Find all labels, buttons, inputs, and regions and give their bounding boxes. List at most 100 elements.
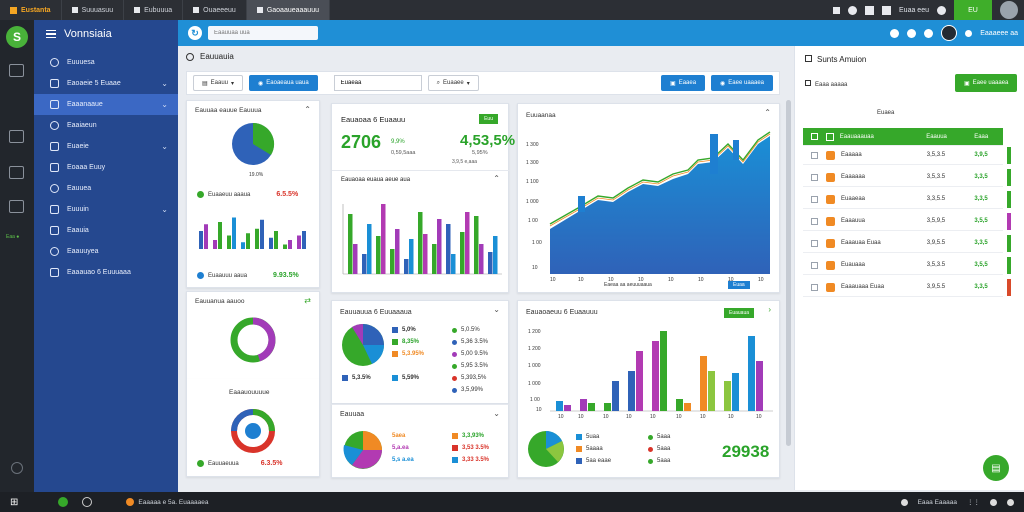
chat-fab[interactable]: ▤: [983, 455, 1009, 481]
notification-icon[interactable]: [1007, 498, 1014, 506]
next-icon[interactable]: ›: [768, 305, 771, 314]
bar-chart: [342, 204, 502, 275]
card-badge[interactable]: Euaa: [728, 281, 750, 289]
user-name[interactable]: Euaa eeu: [899, 6, 929, 14]
card-badge[interactable]: Euauaua: [724, 308, 755, 318]
chevron-down-icon: ⌄: [161, 79, 168, 88]
sidebar-item-7[interactable]: Euuuin ⌄: [34, 199, 178, 220]
logo-icon[interactable]: S: [6, 26, 28, 48]
clock-icon[interactable]: [990, 498, 997, 506]
clock-icon[interactable]: [890, 28, 900, 38]
collapse-icon[interactable]: ⌃: [304, 105, 311, 114]
grid-icon[interactable]: [865, 5, 875, 15]
svg-text:10: 10: [608, 277, 614, 283]
panel-select[interactable]: Eaaa aaaaa: [805, 80, 847, 88]
search-input[interactable]: [208, 26, 318, 40]
row-checkbox[interactable]: [811, 261, 818, 269]
refresh-icon[interactable]: ↻: [188, 26, 202, 40]
value-row: 3,53 3.5%: [452, 445, 489, 451]
row-checkbox[interactable]: [811, 173, 818, 181]
topbar-right-label[interactable]: Eaaaeee aa: [980, 29, 1018, 37]
collapse-icon[interactable]: ⌃: [493, 174, 500, 183]
document-icon[interactable]: [9, 166, 24, 179]
card-title: Eauaoaa 6 Euaauu: [341, 115, 406, 124]
search-select[interactable]: ⌕ Euaaee ▾: [427, 75, 479, 91]
bell-icon[interactable]: [907, 28, 917, 38]
tools-icon[interactable]: [9, 98, 24, 111]
card-title: Eaaauouuuue: [229, 389, 270, 396]
table-row[interactable]: Eaaauua 3,5,9,5 3,5,5: [803, 212, 1011, 231]
calendar-icon[interactable]: [9, 200, 24, 213]
table-row[interactable]: Eaaaaaa 3,5,3.5 3,3,5: [803, 168, 1011, 187]
tab-app[interactable]: Eustanta: [0, 0, 62, 20]
chat-icon[interactable]: [82, 497, 93, 507]
bar-group: [199, 217, 306, 249]
tab-3[interactable]: Eubuuua: [124, 0, 184, 20]
bar: [302, 231, 306, 249]
row-checkbox[interactable]: [811, 239, 818, 247]
table-row[interactable]: Eaaaaa 3,5,3.5 3,9,5: [803, 146, 1011, 165]
avatar[interactable]: [1000, 1, 1018, 19]
sidebar-item-8[interactable]: Eaauia: [34, 220, 178, 241]
table-row[interactable]: Eaaauaaa Euaa 3,9,5.5 3,3,5: [803, 278, 1011, 297]
legend-dot-icon: [648, 434, 653, 440]
chevron-down-icon: ▾: [231, 80, 235, 87]
user-avatar[interactable]: [941, 25, 958, 41]
sidebar-item-1[interactable]: Eaoaeie 5 Euaae ⌄: [34, 73, 178, 94]
primary-action-button[interactable]: ◉ Eaoaeaua uaua: [249, 75, 318, 91]
svg-text:10: 10: [728, 277, 734, 283]
settings-icon[interactable]: [965, 29, 973, 37]
bar: [604, 403, 611, 411]
export-button[interactable]: ▣ Eaaea: [661, 75, 706, 91]
sidebar-item-0[interactable]: Euuuesa: [34, 52, 178, 73]
card-title: Eauuaa eauue Eauuua: [195, 107, 262, 114]
card-badge[interactable]: Euu: [479, 114, 498, 124]
sidebar-item-10[interactable]: Eaaauao 6 Euuuaaa: [34, 262, 178, 283]
home-icon[interactable]: [9, 64, 24, 77]
tab-4[interactable]: Ouaeeeuu: [183, 0, 247, 20]
sidebar-item-6[interactable]: Eauuea: [34, 178, 178, 199]
filter-input[interactable]: [333, 75, 422, 91]
globe-icon[interactable]: [937, 5, 946, 15]
sidebar-item-9[interactable]: Eaauuyea: [34, 241, 178, 262]
sidebar-item-5[interactable]: Eoaaa Euuy: [34, 157, 178, 178]
status-icon[interactable]: [900, 498, 908, 506]
panel-action-button[interactable]: ▣ Eaee uaaaea: [955, 74, 1018, 92]
row-checkbox[interactable]: [811, 151, 818, 159]
language-flag[interactable]: EU: [954, 0, 992, 20]
settings-icon[interactable]: [848, 5, 858, 15]
chevron-down-icon[interactable]: ⌄: [493, 305, 500, 314]
collapse-icon[interactable]: ⌃: [764, 108, 771, 117]
row-checkbox[interactable]: [811, 283, 818, 291]
chevron-down-icon[interactable]: ⌄: [493, 409, 500, 418]
windows-icon[interactable]: ⊞: [10, 496, 19, 508]
table-row[interactable]: Euaaeaa 3,3,5.5 3,3,5: [803, 190, 1011, 209]
report-button[interactable]: ◉ Eaee uaaaea: [711, 75, 773, 91]
sidebar-item-2[interactable]: Eaaanaaue ⌄: [34, 94, 178, 115]
svg-text:10: 10: [536, 407, 542, 413]
sync-icon[interactable]: [924, 28, 934, 38]
arrow-icon[interactable]: ⇄: [304, 296, 311, 305]
filter-select[interactable]: ▤ Eaauu ▾: [193, 75, 244, 91]
menu-icon[interactable]: [46, 30, 56, 38]
bar: [418, 212, 423, 274]
folder-icon[interactable]: [9, 130, 24, 143]
scrollbar[interactable]: [786, 100, 791, 446]
app-icon[interactable]: [58, 497, 69, 507]
apps-icon[interactable]: [882, 5, 892, 15]
network-icon[interactable]: ⋮⋮: [967, 499, 980, 506]
sidebar-item-4[interactable]: Euaeie ⌄: [34, 136, 178, 157]
table-row[interactable]: Euauaaa 3,5,3.5 3,5,5: [803, 256, 1011, 275]
notification-icon[interactable]: [833, 6, 841, 14]
sidebar-item-3[interactable]: Eaaiaeun: [34, 115, 178, 136]
tab-5-active[interactable]: Gaoaaueaaauuu: [246, 0, 330, 20]
panel-input[interactable]: Euaea: [877, 110, 895, 116]
bar: [437, 219, 442, 274]
row-checkbox[interactable]: [811, 195, 818, 203]
help-icon[interactable]: [11, 462, 23, 474]
sidebar-item-label: Eaoaeie 5 Euaae: [67, 80, 121, 87]
select-all-checkbox[interactable]: [811, 133, 818, 140]
table-row[interactable]: Eaaauaa Euaa 3,9,5.5 3,3,5: [803, 234, 1011, 253]
row-checkbox[interactable]: [811, 217, 818, 225]
tab-2[interactable]: Suuuasuu: [62, 0, 125, 20]
